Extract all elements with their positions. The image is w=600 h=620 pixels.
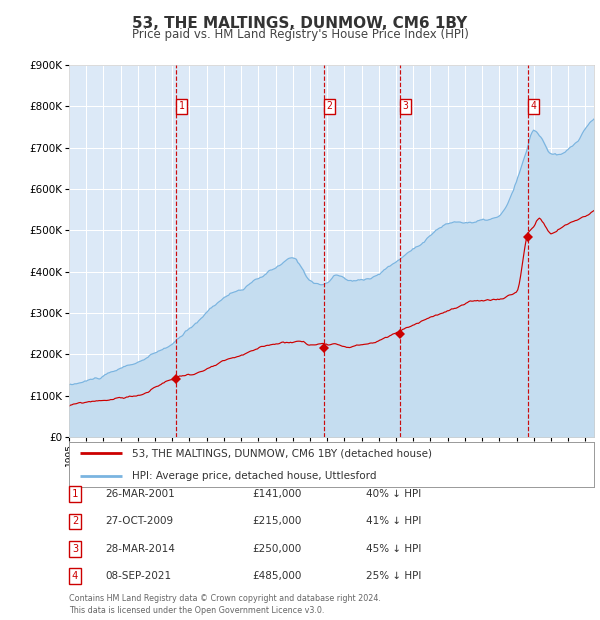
- Text: Contains HM Land Registry data © Crown copyright and database right 2024.
This d: Contains HM Land Registry data © Crown c…: [69, 594, 381, 615]
- Text: Price paid vs. HM Land Registry's House Price Index (HPI): Price paid vs. HM Land Registry's House …: [131, 28, 469, 41]
- Text: 1: 1: [72, 489, 78, 499]
- Text: 3: 3: [72, 544, 78, 554]
- Text: 27-OCT-2009: 27-OCT-2009: [105, 516, 173, 526]
- Text: £250,000: £250,000: [252, 544, 301, 554]
- Text: 53, THE MALTINGS, DUNMOW, CM6 1BY: 53, THE MALTINGS, DUNMOW, CM6 1BY: [133, 16, 467, 30]
- Text: HPI: Average price, detached house, Uttlesford: HPI: Average price, detached house, Uttl…: [132, 471, 377, 480]
- Text: 40% ↓ HPI: 40% ↓ HPI: [366, 489, 421, 499]
- Text: 41% ↓ HPI: 41% ↓ HPI: [366, 516, 421, 526]
- Text: 4: 4: [531, 102, 537, 112]
- Text: 3: 3: [403, 102, 409, 112]
- Text: 26-MAR-2001: 26-MAR-2001: [105, 489, 175, 499]
- Text: 2: 2: [72, 516, 78, 526]
- Text: 25% ↓ HPI: 25% ↓ HPI: [366, 571, 421, 581]
- Text: 53, THE MALTINGS, DUNMOW, CM6 1BY (detached house): 53, THE MALTINGS, DUNMOW, CM6 1BY (detac…: [132, 448, 432, 458]
- Text: 45% ↓ HPI: 45% ↓ HPI: [366, 544, 421, 554]
- Text: 2: 2: [326, 102, 332, 112]
- Text: 1: 1: [179, 102, 185, 112]
- Text: £141,000: £141,000: [252, 489, 301, 499]
- Text: 28-MAR-2014: 28-MAR-2014: [105, 544, 175, 554]
- Text: £485,000: £485,000: [252, 571, 301, 581]
- Text: £215,000: £215,000: [252, 516, 301, 526]
- Text: 08-SEP-2021: 08-SEP-2021: [105, 571, 171, 581]
- Text: 4: 4: [72, 571, 78, 581]
